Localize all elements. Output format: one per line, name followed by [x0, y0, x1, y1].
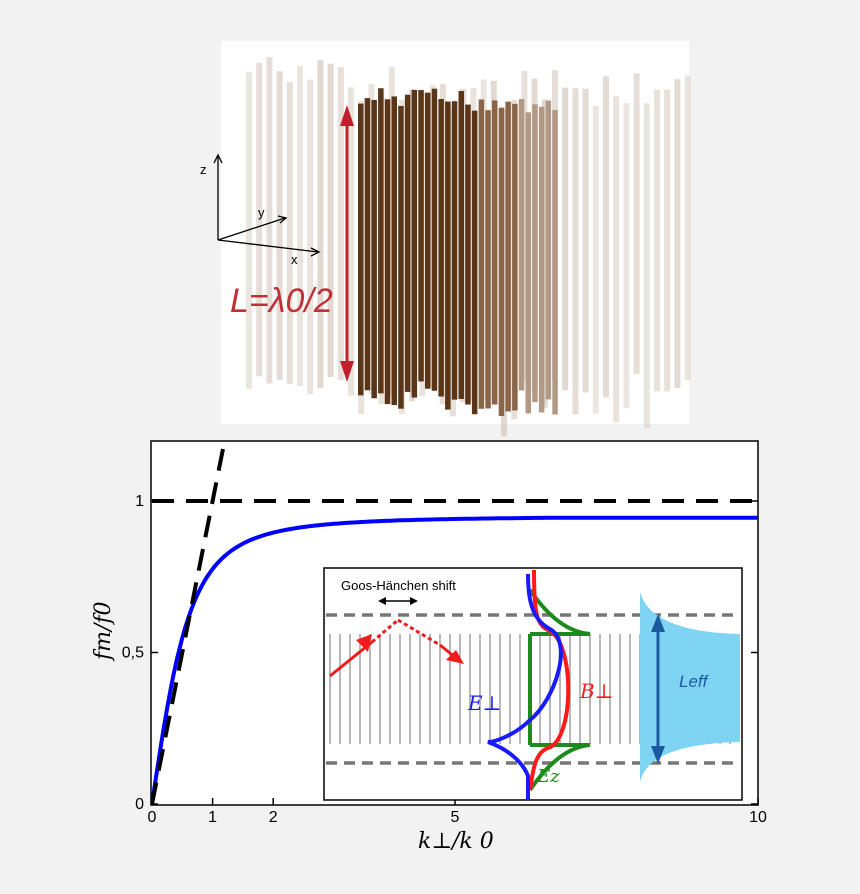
rod-back: [317, 60, 324, 389]
y-tick-label: 1: [135, 493, 144, 510]
rod-front: [498, 107, 505, 416]
axis-label-y: y: [258, 205, 265, 220]
axis-label-z: z: [200, 162, 207, 177]
series-line-2: [151, 441, 227, 805]
rod-back: [674, 79, 681, 389]
y-tick-label: 0: [135, 796, 144, 813]
length-arrow: [340, 105, 354, 382]
rod-front: [525, 112, 531, 414]
rod-back: [623, 103, 630, 409]
rod-front: [465, 104, 471, 405]
x-tick-label: 1: [208, 809, 217, 826]
rod-front: [378, 88, 384, 394]
e-perp-label: E⊥: [467, 691, 501, 715]
rod-back: [684, 75, 691, 381]
reflected-ray: [397, 618, 464, 664]
rod-front: [418, 90, 424, 382]
goos-shift-arrow: [378, 597, 418, 605]
rod-front: [545, 100, 552, 400]
rod-back: [592, 105, 599, 414]
goos-hanchen-label: Goos-Hänchen shift: [341, 578, 456, 593]
coordinate-axes: [213, 153, 321, 257]
rod-back: [521, 70, 528, 381]
rod-back: [337, 67, 344, 380]
rod-front: [532, 104, 538, 403]
rod-front: [431, 88, 438, 391]
x-tick-label: 0: [148, 809, 157, 826]
e-perp-profile: [487, 573, 563, 800]
rod-front: [505, 101, 511, 412]
ez-label: Ez: [536, 766, 560, 787]
rod-front: [371, 99, 377, 399]
rod-back: [654, 89, 660, 392]
rod-front: [391, 96, 397, 406]
rod-back: [603, 76, 609, 398]
rod-back: [256, 62, 263, 377]
rod-back: [307, 79, 314, 395]
leff-arrow: [651, 614, 665, 764]
rod-front: [478, 99, 485, 409]
rod-front: [384, 99, 391, 405]
length-label: L=λ0/2: [230, 282, 333, 320]
axis-ticks: 0 1 2 5 10 0 0,5 1: [122, 493, 767, 826]
y-axis-label: fm/f0: [91, 601, 116, 662]
rod-front: [458, 91, 464, 399]
rod-back: [541, 99, 548, 408]
y-tick-label: 0,5: [122, 645, 144, 662]
rod-front: [552, 110, 558, 415]
rod-back: [297, 65, 303, 386]
rod-front: [425, 92, 431, 389]
plot-lines: [151, 441, 758, 805]
leff-profile: [640, 592, 740, 782]
rod-front: [398, 105, 404, 409]
wire-rods: [246, 57, 691, 437]
chart-panel: 0 1 2 5 10 0 0,5 1 k⊥/k 0 fm/f0 Leff E⊥ B⊥: [91, 440, 767, 854]
rod-front: [518, 99, 525, 391]
rod-front: [438, 98, 444, 397]
rod-back: [276, 71, 283, 380]
rod-front: [512, 103, 518, 411]
ez-bottom: [528, 743, 591, 792]
rod-front: [492, 100, 498, 405]
rod-back: [348, 87, 354, 396]
x-tick-label: 2: [269, 809, 278, 826]
rod-front: [471, 110, 478, 415]
rod-front: [404, 94, 411, 392]
rod-front: [538, 106, 545, 413]
rod-front: [411, 89, 418, 398]
leff-label: Leff: [679, 672, 710, 691]
x-tick-label: 10: [749, 809, 767, 826]
rod-back: [286, 81, 293, 385]
rod-back: [562, 87, 569, 391]
rod-back: [266, 57, 273, 384]
rod-back: [572, 88, 579, 415]
series-line-1: [151, 515, 758, 805]
x-axis-label: k⊥/k 0: [418, 829, 494, 854]
wire-array-panel: z y x L=λ0/2: [200, 41, 691, 437]
rod-front: [364, 98, 371, 391]
rod-back: [582, 88, 589, 393]
inset-diagram: Leff E⊥ B⊥ Ez: [323, 567, 743, 801]
rod-front: [451, 101, 458, 400]
axis-label-x: x: [291, 252, 298, 267]
rod-front: [445, 101, 451, 410]
x-tick-label: 5: [451, 809, 460, 826]
b-perp-label: B⊥: [579, 679, 614, 703]
rod-back: [613, 96, 620, 423]
rod-back: [633, 73, 640, 374]
rod-front: [358, 103, 364, 396]
rod-front: [485, 110, 491, 409]
incident-ray: [329, 618, 399, 678]
rod-back: [643, 103, 650, 429]
rod-back: [664, 89, 671, 392]
rod-back: [327, 63, 334, 377]
